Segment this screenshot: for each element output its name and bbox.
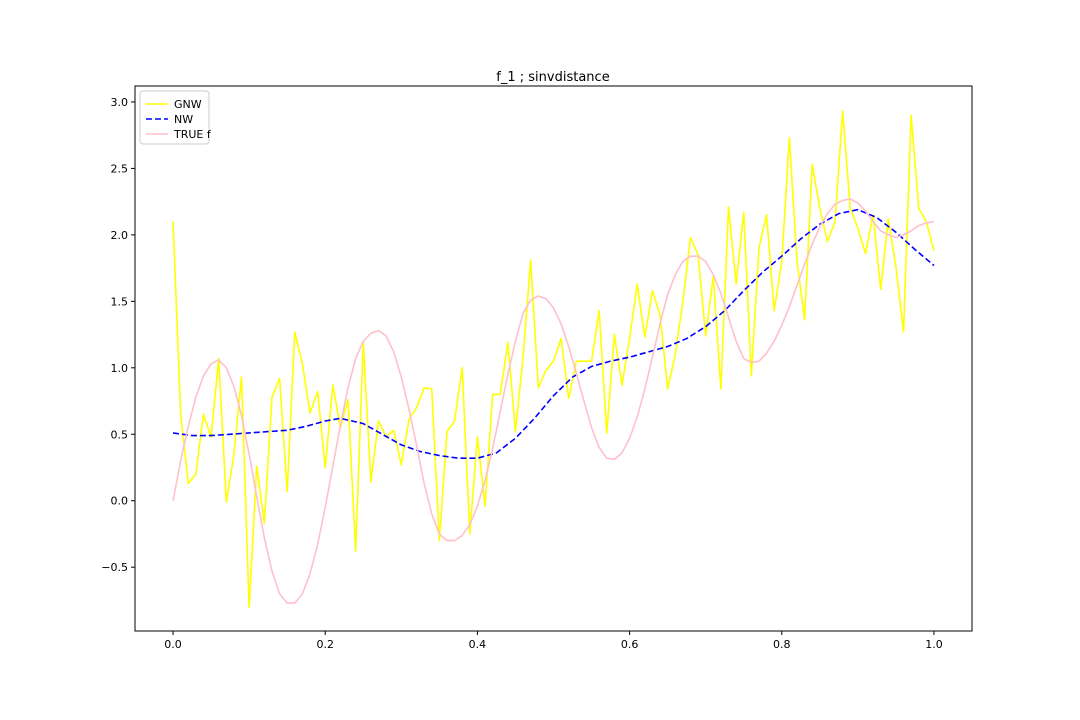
axes: 0.0 0.2 0.4 0.6 0.8 1.0 −0.5 0.0 0.5 1.0 1.5 2.0 2.5…	[101, 85, 973, 651]
legend-label-gnw: GNW	[174, 98, 202, 111]
x-tick-label: 0.8	[773, 638, 791, 651]
legend-label-true-f: TRUE f	[173, 128, 212, 141]
x-tick-label: 0.4	[469, 638, 487, 651]
legend: GNW NW TRUE f	[139, 90, 212, 145]
series-line-gnw	[172, 110, 935, 608]
y-tick-label: 2.5	[111, 162, 129, 175]
series-line-nw	[172, 208, 935, 460]
plot-frame	[134, 85, 973, 632]
y-tick-label: −0.5	[101, 561, 128, 574]
legend-label-nw: NW	[174, 113, 193, 126]
y-tick-label: 0.0	[111, 495, 129, 508]
y-tick-label: 2.0	[111, 229, 129, 242]
x-tick-label: 1.0	[925, 638, 943, 651]
y-tick-label: 0.5	[111, 428, 129, 441]
series-line-true-f	[172, 198, 935, 604]
x-tick-label: 0.2	[316, 638, 334, 651]
y-tick-label: 3.0	[111, 96, 129, 109]
plot-area	[172, 110, 935, 608]
y-tick-label: 1.0	[111, 362, 129, 375]
x-tick-label: 0.0	[164, 638, 182, 651]
y-tick-label: 1.5	[111, 295, 129, 308]
x-tick-label: 0.6	[621, 638, 639, 651]
chart-title: f_1 ; sinvdistance	[496, 70, 609, 85]
